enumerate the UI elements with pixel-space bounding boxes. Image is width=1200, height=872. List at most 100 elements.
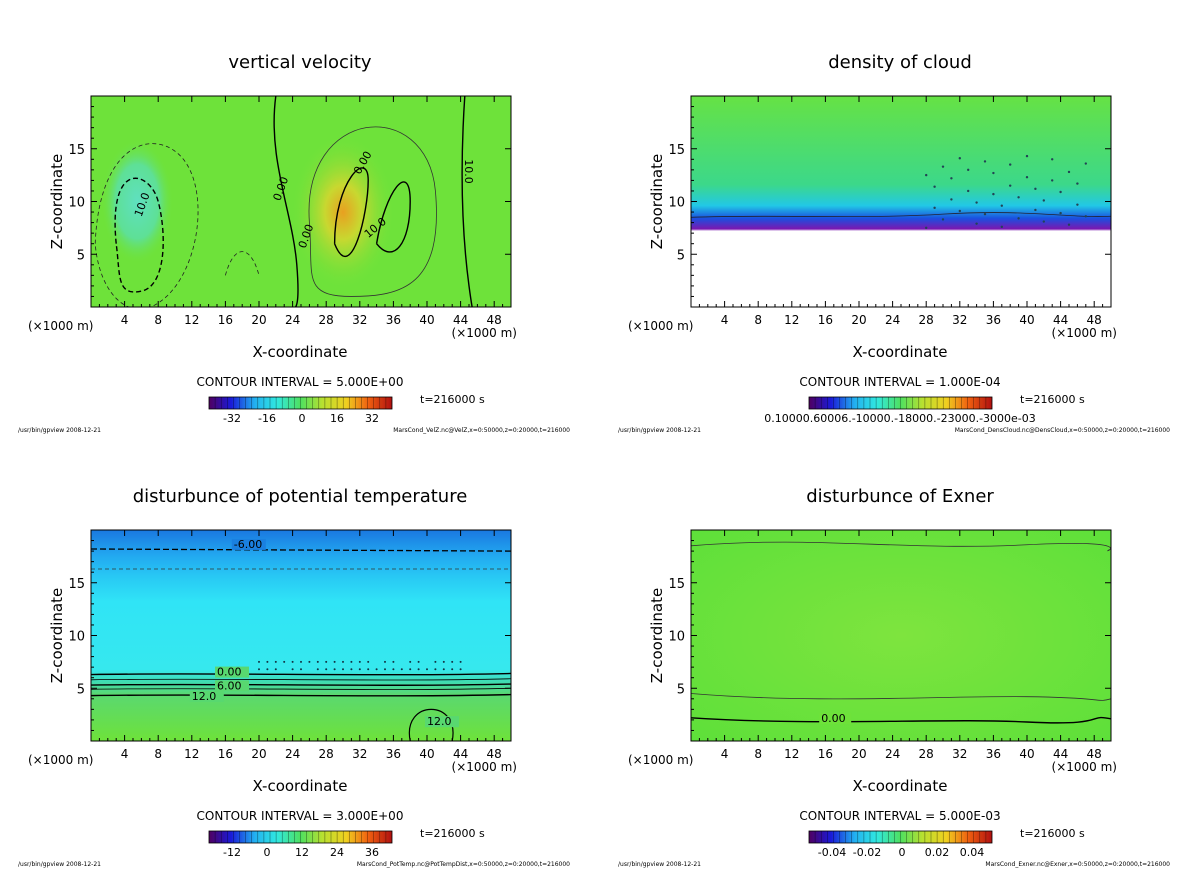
x-tick-label: 40 — [419, 313, 434, 327]
noise-speck — [459, 668, 462, 671]
time-label: t=216000 s — [420, 827, 485, 840]
colorbar-label: 0 — [299, 412, 306, 425]
footer-left: /usr/bin/gpview 2008-12-21 — [618, 861, 701, 868]
contour-line — [691, 693, 1111, 701]
noise-speck — [291, 668, 294, 671]
footer-right: MarsCond_VelZ.nc@VelZ,x=0:50000,z=0:2000… — [393, 427, 570, 434]
x-tick-label: 8 — [154, 747, 162, 761]
noise-speck — [266, 668, 269, 671]
colorbar-label: 0.10000.60006.-10000.-18000.-23000.-3000… — [764, 412, 1036, 425]
cloud-speck — [950, 198, 953, 201]
contour-interval: CONTOUR INTERVAL = 5.000E+00 — [197, 375, 404, 389]
contour-line — [94, 143, 199, 307]
cloud-speck — [933, 185, 936, 188]
contour-label: 12.0 — [192, 690, 217, 703]
x-tick-label: 32 — [952, 313, 967, 327]
contour-line — [375, 181, 411, 253]
noise-speck — [266, 660, 269, 663]
chart-title: vertical velocity — [228, 52, 372, 73]
time-label: t=216000 s — [420, 393, 485, 406]
noise-speck — [392, 660, 395, 663]
noise-speck — [459, 660, 462, 663]
contour-interval: CONTOUR INTERVAL = 3.000E+00 — [197, 809, 404, 823]
cloud-speck — [1059, 211, 1062, 215]
y-axis-label: Z-coordinate — [648, 154, 666, 249]
cloud-speck — [1042, 199, 1045, 202]
contour-line — [114, 177, 164, 293]
cloud-speck — [1051, 158, 1054, 161]
cloud-speck — [975, 222, 978, 225]
y-tick-label: 5 — [77, 682, 85, 697]
contour-line — [91, 687, 511, 690]
noise-speck — [350, 668, 353, 671]
cloud-speck — [1034, 187, 1037, 191]
contour-label: 12.0 — [427, 715, 452, 728]
x-tick-label: 4 — [121, 747, 129, 761]
x-tick-label: 4 — [721, 747, 729, 761]
x-tick-label: 20 — [251, 747, 266, 761]
contour-line — [408, 708, 454, 741]
contour-label-bg — [189, 690, 224, 702]
noise-speck — [300, 668, 302, 671]
y-tick-label: 5 — [77, 248, 85, 263]
x-tick-label: 28 — [919, 313, 934, 327]
contour-line — [691, 716, 1111, 724]
colorbar-label: 12 — [295, 846, 309, 859]
x-tick-label: 8 — [154, 313, 162, 327]
x-tick-label: 40 — [419, 747, 434, 761]
contour-line — [91, 672, 511, 676]
x-tick-label: 24 — [285, 313, 300, 327]
x-tick-label: 24 — [285, 747, 300, 761]
cloud-speck — [983, 212, 987, 216]
noise-speck — [258, 660, 260, 663]
x-tick-label: 16 — [218, 313, 233, 327]
cloud-speck — [1067, 223, 1071, 226]
field-background — [91, 530, 511, 741]
cloud-speck — [1051, 179, 1054, 182]
y-axis-label: Z-coordinate — [648, 588, 666, 683]
colorbar-label: -32 — [223, 412, 241, 425]
contour-label-bg — [819, 713, 852, 725]
noise-speck — [417, 660, 420, 663]
y-axis-label: Z-coordinate — [48, 588, 66, 683]
downdraft-region — [101, 139, 174, 264]
footer-right: MarsCond_Exner.nc@Exner,x=0:50000,z=0:20… — [985, 861, 1170, 868]
x-tick-label: 44 — [1053, 313, 1068, 327]
noise-speck — [409, 660, 412, 663]
cloud-speck — [1017, 217, 1020, 220]
noise-speck — [434, 660, 437, 663]
x-tick-label: 4 — [721, 313, 729, 327]
x-tick-label: 48 — [487, 747, 502, 761]
noise-speck — [291, 660, 294, 663]
cloud-speck — [1034, 208, 1037, 212]
x-tick-label: 44 — [453, 747, 468, 761]
cloud-speck — [958, 157, 961, 160]
chart-title: disturbunce of Exner — [806, 486, 994, 507]
noise-speck — [442, 660, 445, 663]
footer-left: /usr/bin/gpview 2008-12-21 — [18, 861, 101, 868]
cloud-speck — [967, 189, 970, 193]
x-tick-label: 28 — [319, 747, 334, 761]
contour-line — [91, 548, 511, 552]
time-label: t=216000 s — [1020, 827, 1085, 840]
x-tick-label: 48 — [487, 313, 502, 327]
x-tick-label: 32 — [352, 313, 367, 327]
cloud-speck — [1000, 225, 1003, 229]
x-tick-label: 8 — [754, 313, 762, 327]
chart-title: disturbunce of potential temperature — [133, 486, 468, 507]
noise-speck — [451, 660, 454, 663]
noise-speck — [384, 668, 386, 671]
noise-speck — [392, 668, 395, 671]
field-background — [691, 96, 1111, 307]
contour-line — [461, 96, 478, 307]
x-unit-left: (×1000 m) — [28, 753, 93, 767]
y-tick-label: 15 — [68, 577, 85, 592]
y-axis-label: Z-coordinate — [48, 154, 66, 249]
cloud-speck — [950, 177, 953, 180]
field-background — [691, 530, 1111, 741]
x-tick-label: 24 — [885, 747, 900, 761]
cloud-speck — [1076, 203, 1079, 206]
cloud-speck — [1059, 190, 1062, 194]
